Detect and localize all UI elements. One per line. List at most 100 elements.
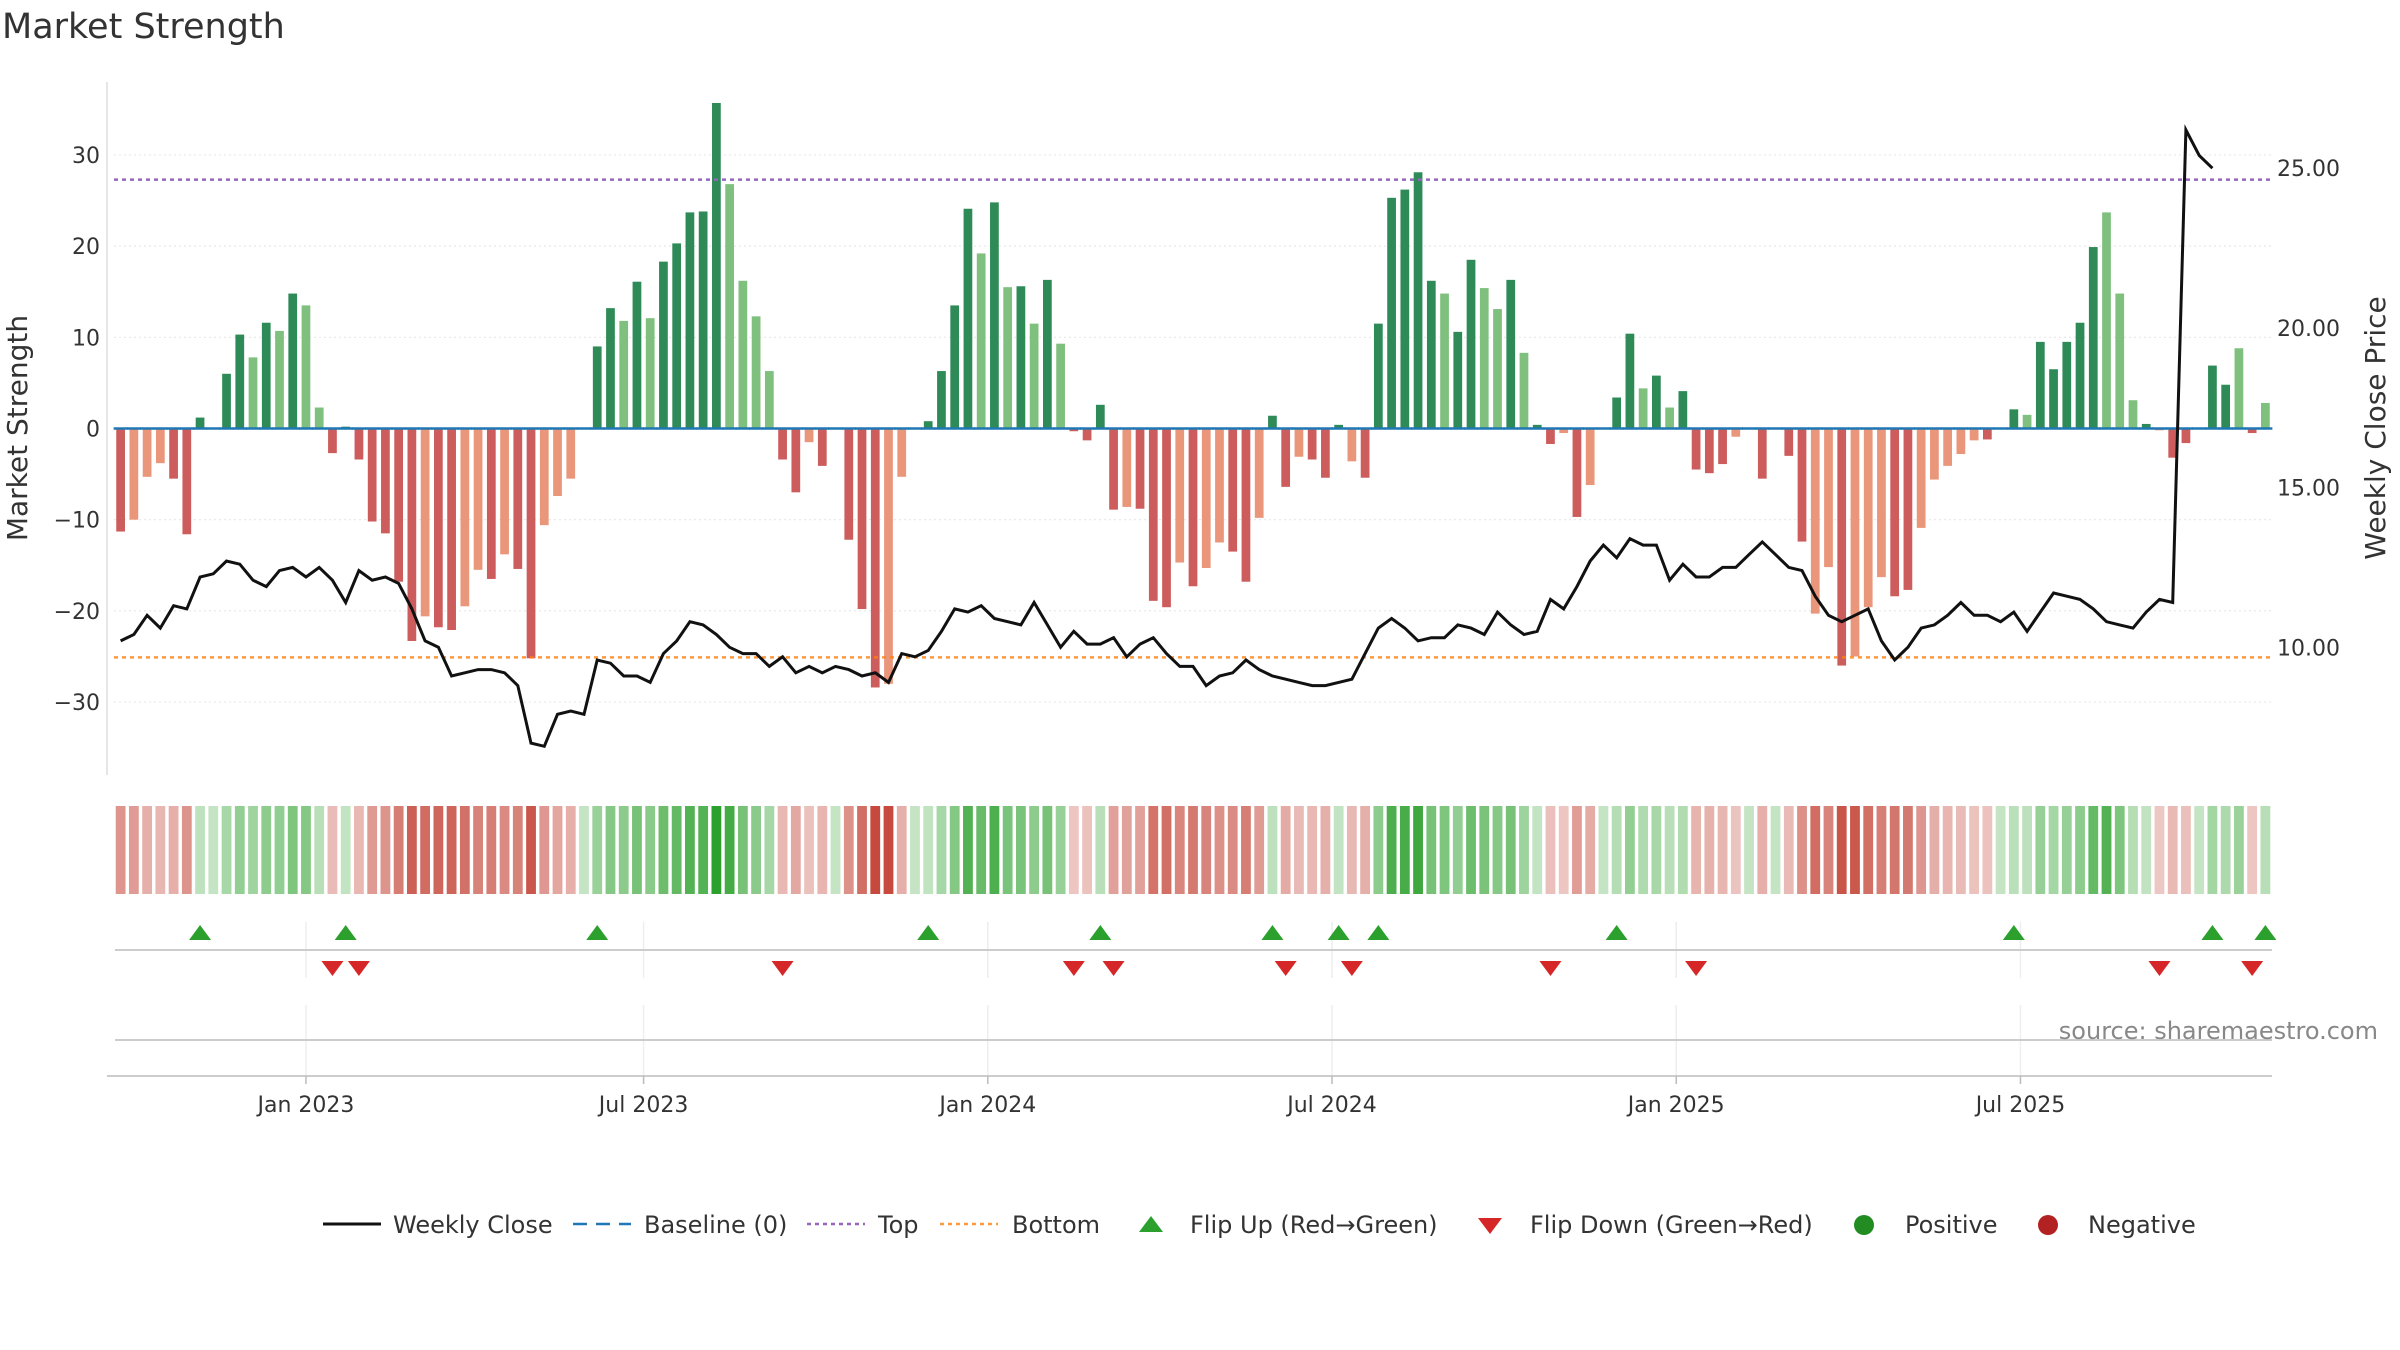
flip-up-marker	[2254, 925, 2277, 940]
strength-bar	[1546, 428, 1555, 445]
heat-cell	[1770, 806, 1781, 894]
heat-cell	[1307, 806, 1318, 894]
strength-bar	[1678, 391, 1688, 429]
heat-cell	[857, 806, 867, 894]
legend-label: Negative	[2088, 1211, 2196, 1239]
strength-bar	[725, 184, 734, 429]
heat-cell	[1161, 806, 1172, 894]
strength-bar	[2221, 384, 2231, 429]
flip-down-marker	[2148, 961, 2171, 976]
strength-bar	[1982, 428, 1992, 440]
heat-cell	[1995, 806, 2006, 894]
x-axis-ticks: Jan 2023 Jul 2023 Jan 2024 Jul 2024 Jan 2025…	[256, 1076, 2065, 1118]
strength-bar	[1479, 288, 1489, 429]
heat-cell	[2128, 806, 2138, 894]
strength-bar	[142, 428, 152, 477]
legend-item-weekly-close: Weekly Close	[323, 1211, 553, 1239]
heat-cell	[711, 806, 722, 894]
strength-bar	[1321, 428, 1330, 478]
strength-bar	[1532, 424, 1542, 429]
strength-bar	[1652, 375, 1661, 429]
strength-bar	[937, 371, 946, 429]
strength-bar	[1784, 428, 1794, 456]
flip-down-marker	[2241, 961, 2264, 976]
heat-cell	[248, 806, 258, 894]
strength-bar	[672, 243, 682, 429]
heat-cell	[1294, 806, 1304, 894]
heat-cell	[2088, 806, 2099, 894]
heat-cell	[1783, 806, 1794, 894]
strength-bar	[1691, 428, 1701, 470]
flip-down-marker	[1685, 961, 1708, 976]
strength-bar	[619, 320, 629, 429]
heat-cell	[1254, 806, 1265, 894]
heat-cell	[2061, 806, 2072, 894]
legend-label: Weekly Close	[393, 1211, 553, 1239]
heat-cell	[2141, 806, 2152, 894]
heat-cell	[1121, 806, 1132, 894]
heat-cell	[1002, 806, 1013, 894]
heat-cell	[2008, 806, 2019, 894]
flip-up-marker	[1605, 925, 1628, 940]
strength-bar	[473, 428, 483, 570]
heat-cell	[671, 806, 682, 894]
heat-cell	[1413, 806, 1423, 894]
weekly-close-line	[119, 124, 2214, 749]
heat-cell	[1572, 806, 1582, 894]
heat-cell	[1757, 806, 1768, 894]
strength-bar	[1241, 428, 1251, 582]
strength-bar	[248, 357, 258, 429]
heat-cell	[989, 806, 1000, 894]
flip-markers	[189, 925, 2277, 976]
heat-cell	[1386, 806, 1397, 894]
y-tick-label: 0	[86, 418, 100, 443]
heat-cell	[552, 806, 563, 894]
heat-cell	[1955, 806, 1966, 894]
strength-bar	[1930, 428, 1939, 480]
heat-cell	[910, 806, 920, 894]
strength-bar	[1969, 428, 1979, 441]
y2-axis-label: Weekly Close Price	[2359, 296, 2392, 559]
heat-cell	[1082, 806, 1092, 894]
heat-cell	[526, 806, 536, 894]
strength-bar	[1387, 197, 1396, 429]
strength-bar	[976, 253, 986, 429]
x-tick-label: Jul 2024	[1285, 1093, 1377, 1118]
strength-bar	[381, 428, 390, 534]
heat-cell	[459, 806, 470, 894]
strength-bar	[1215, 428, 1224, 543]
heat-cell	[1889, 806, 1900, 894]
heat-cell	[2114, 806, 2125, 894]
strength-bar	[1466, 259, 1476, 429]
heat-cell	[1638, 806, 1649, 894]
heat-cell	[804, 806, 814, 894]
heat-cell	[1267, 806, 1278, 894]
strength-bar	[1718, 428, 1727, 465]
y-tick-label: −10	[54, 509, 100, 534]
strength-bar	[2168, 428, 2178, 458]
strength-bar	[1334, 424, 1344, 429]
y-tick-label: −20	[54, 600, 100, 625]
heat-cell	[1903, 806, 1913, 894]
legend-item-negative: Negative	[2038, 1211, 2196, 1239]
strength-bar	[539, 428, 549, 526]
strength-bar	[1890, 428, 1900, 597]
strength-bar	[1095, 404, 1105, 429]
legend-item-baseline: Baseline (0)	[573, 1211, 787, 1239]
y2-tick-label: 15.00	[2277, 477, 2340, 502]
heat-cell	[142, 806, 152, 894]
strength-bar	[513, 428, 523, 569]
strength-bar	[195, 417, 205, 429]
strength-bar	[1665, 407, 1674, 429]
strength-bar	[2128, 400, 2138, 429]
heat-cell	[843, 806, 854, 894]
heat-cell	[896, 806, 907, 894]
strength-bar	[314, 407, 324, 429]
heat-cell	[1558, 806, 1569, 894]
strength-bar	[2141, 423, 2151, 429]
heat-cell	[354, 806, 364, 894]
strength-bar	[1109, 428, 1118, 510]
heat-cell	[1744, 806, 1754, 894]
heat-cell	[1730, 806, 1741, 894]
strength-bar	[169, 428, 178, 479]
